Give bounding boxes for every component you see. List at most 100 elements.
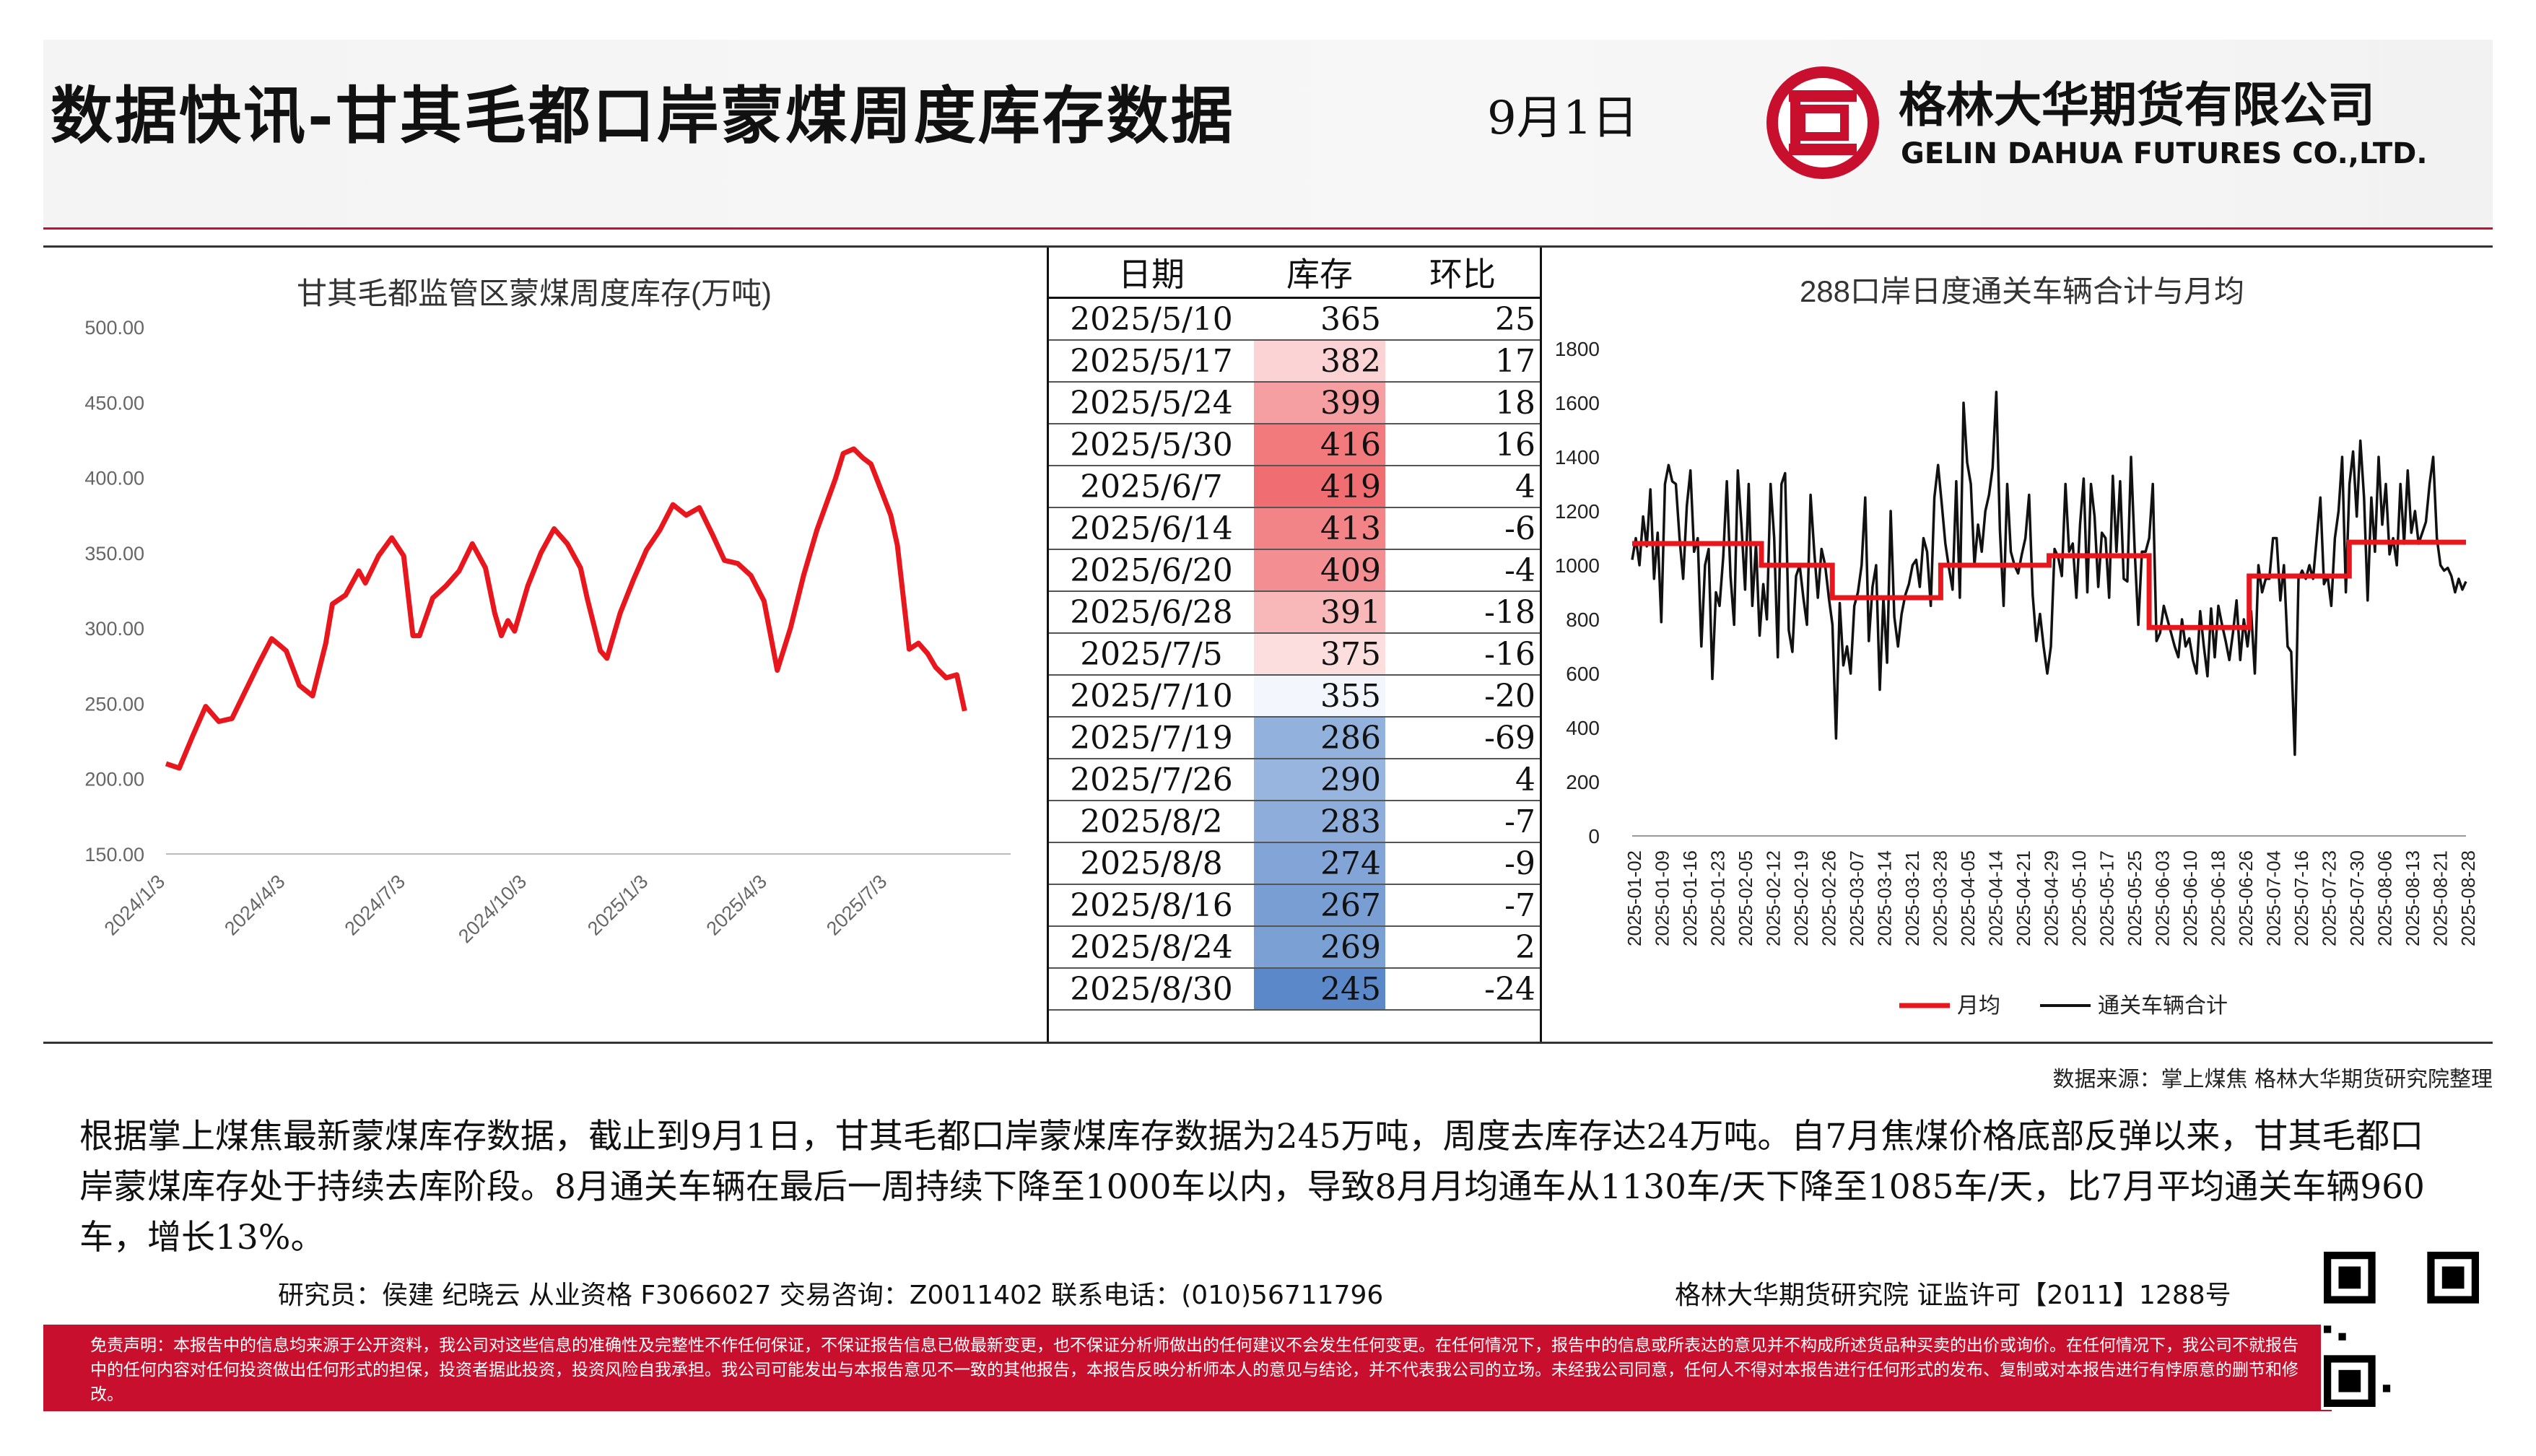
legend-label-monthly: 月均 [1957,994,2000,1018]
y-tick-label: 1000 [1555,554,1600,577]
row-stock: 269 [1254,926,1385,969]
inventory-chart-panel: 甘其毛都监管区蒙煤周度库存(万吨) 500.00 450.00 400.00 350.0… [43,248,1047,1042]
x-tick-label: 2025-04-14 [1985,850,2007,946]
y-tick-label: 450.00 [84,392,144,414]
row-stock: 355 [1254,675,1385,718]
row-stock: 409 [1254,549,1385,592]
company-name-en: GELIN DAHUA FUTURES CO.,LTD. [1901,137,2428,170]
x-tick-label: 2025-02-26 [1818,850,1840,946]
row-change: 25 [1385,297,1540,341]
row-change: -20 [1385,675,1540,718]
row-date: 2025/7/5 [1049,633,1254,676]
row-stock: 365 [1254,297,1385,341]
x-tick-label: 2024/7/3 [341,871,410,940]
table-row: 2025/8/8 274 -9 [1049,842,1540,885]
row-stock: 416 [1254,424,1385,466]
legend-label-daily: 通关车辆合计 [2098,994,2228,1018]
table-row: 2025/6/28 391 -18 [1049,591,1540,634]
x-tick-label: 2025-07-04 [2263,850,2285,946]
y-tick-label: 300.00 [84,618,144,640]
x-tick-label: 2025-08-13 [2402,850,2423,946]
row-date: 2025/5/24 [1049,382,1254,424]
x-tick-label: 2025-07-23 [2319,850,2340,946]
row-date: 2025/6/14 [1049,507,1254,550]
row-change: 18 [1385,382,1540,424]
inventory-series-line [165,446,967,771]
row-date: 2025/8/30 [1049,968,1254,1011]
y-tick-label: 1400 [1555,446,1600,468]
inventory-line-chart: 甘其毛都监管区蒙煤周度库存(万吨) 500.00 450.00 400.00 350.0… [84,276,1011,947]
row-change: -18 [1385,591,1540,634]
table-row: 2025/8/2 283 -7 [1049,801,1540,843]
x-tick-label: 2024/4/3 [220,871,289,940]
qr-code-icon [2321,1249,2482,1410]
row-stock: 382 [1254,340,1385,383]
vehicle-chart-panel: 288口岸日度通关车辆合计与月均 1800 1600 1400 1200 1000 800 6… [1542,248,2493,1042]
x-tick-label: 2025-04-29 [2041,850,2062,946]
x-tick-label: 2025-08-21 [2430,850,2452,946]
y-tick-label: 200 [1566,771,1600,793]
chart-title: 甘其毛都监管区蒙煤周度库存(万吨) [297,276,772,310]
row-date: 2025/5/17 [1049,340,1254,383]
y-tick-label: 400.00 [84,468,144,489]
row-stock: 286 [1254,717,1385,759]
y-tick-label: 500.00 [84,317,144,339]
row-change: 17 [1385,340,1540,383]
x-tick-label: 2025-01-09 [1652,850,1673,946]
row-change: -69 [1385,717,1540,759]
x-tick-label: 2025-04-21 [2013,850,2034,946]
x-tick-label: 2025-03-07 [1846,850,1868,946]
y-tick-label: 250.00 [84,693,144,715]
row-date: 2025/7/19 [1049,717,1254,759]
row-stock: 290 [1254,759,1385,801]
table-row: 2025/5/30 416 16 [1049,424,1540,466]
x-tick-label: 2025-01-23 [1707,850,1729,946]
table-row: 2025/5/17 382 17 [1049,340,1540,383]
inventory-table: 日期 库存 环比 2025/5/10 365 25 2025/5/17 382 17 202… [1049,248,1540,1011]
disclaimer-banner: 免责声明：本报告中的信息均来源于公开资料，我公司对这些信息的准确性及完整性不作任… [43,1325,2332,1411]
table-row: 2025/7/26 290 4 [1049,759,1540,801]
row-date: 2025/6/20 [1049,549,1254,592]
analyst-contact: 研究员：侯建 纪晓云 从业资格 F3066027 交易咨询：Z0011402 联… [278,1281,1384,1310]
row-change: 16 [1385,424,1540,466]
row-date: 2025/8/16 [1049,884,1254,927]
data-source: 数据来源：掌上煤焦 格林大华期货研究院整理 [2052,1067,2493,1092]
y-tick-label: 1200 [1555,500,1600,523]
row-change: -6 [1385,507,1540,550]
row-stock: 283 [1254,801,1385,843]
table-row: 2025/8/16 267 -7 [1049,884,1540,927]
x-tick-label: 2025-03-21 [1901,850,1923,946]
header-change: 环比 [1385,248,1540,299]
row-date: 2025/6/28 [1049,591,1254,634]
row-change: 2 [1385,926,1540,969]
x-tick-label: 2025-07-16 [2291,850,2312,946]
x-tick-label: 2025-07-30 [2346,850,2368,946]
row-stock: 274 [1254,842,1385,885]
row-stock: 419 [1254,466,1385,508]
row-stock: 413 [1254,507,1385,550]
x-tick-label: 2025-01-16 [1679,850,1701,946]
company-logo-icon [1766,66,1879,179]
row-date: 2025/8/24 [1049,926,1254,969]
row-date: 2025/5/30 [1049,424,1254,466]
x-tick-label: 2025/1/3 [583,871,653,940]
row-date: 2025/8/8 [1049,842,1254,885]
chart-title: 288口岸日度通关车辆合计与月均 [1800,274,2244,308]
x-tick-label: 2025-05-10 [2068,850,2090,946]
row-date: 2025/5/10 [1049,297,1254,341]
table-row: 2025/7/5 375 -16 [1049,633,1540,676]
x-tick-label: 2025-03-28 [1930,850,1951,946]
y-tick-label: 600 [1566,663,1600,685]
row-stock: 245 [1254,968,1385,1011]
header-banner [43,40,2493,230]
y-tick-label: 200.00 [84,769,144,790]
inventory-table-panel: 日期 库存 环比 2025/5/10 365 25 2025/5/17 382 17 202… [1047,248,1542,1042]
table-row: 2025/6/7 419 4 [1049,466,1540,508]
x-tick-label: 2025-06-10 [2179,850,2201,946]
company-name-cn: 格林大华期货有限公司 [1899,77,2375,133]
row-change: -7 [1385,801,1540,843]
report-date: 9月1日 [1487,92,1639,145]
table-row: 2025/6/20 409 -4 [1049,549,1540,592]
y-tick-label: 400 [1566,717,1600,739]
row-change: 4 [1385,759,1540,801]
